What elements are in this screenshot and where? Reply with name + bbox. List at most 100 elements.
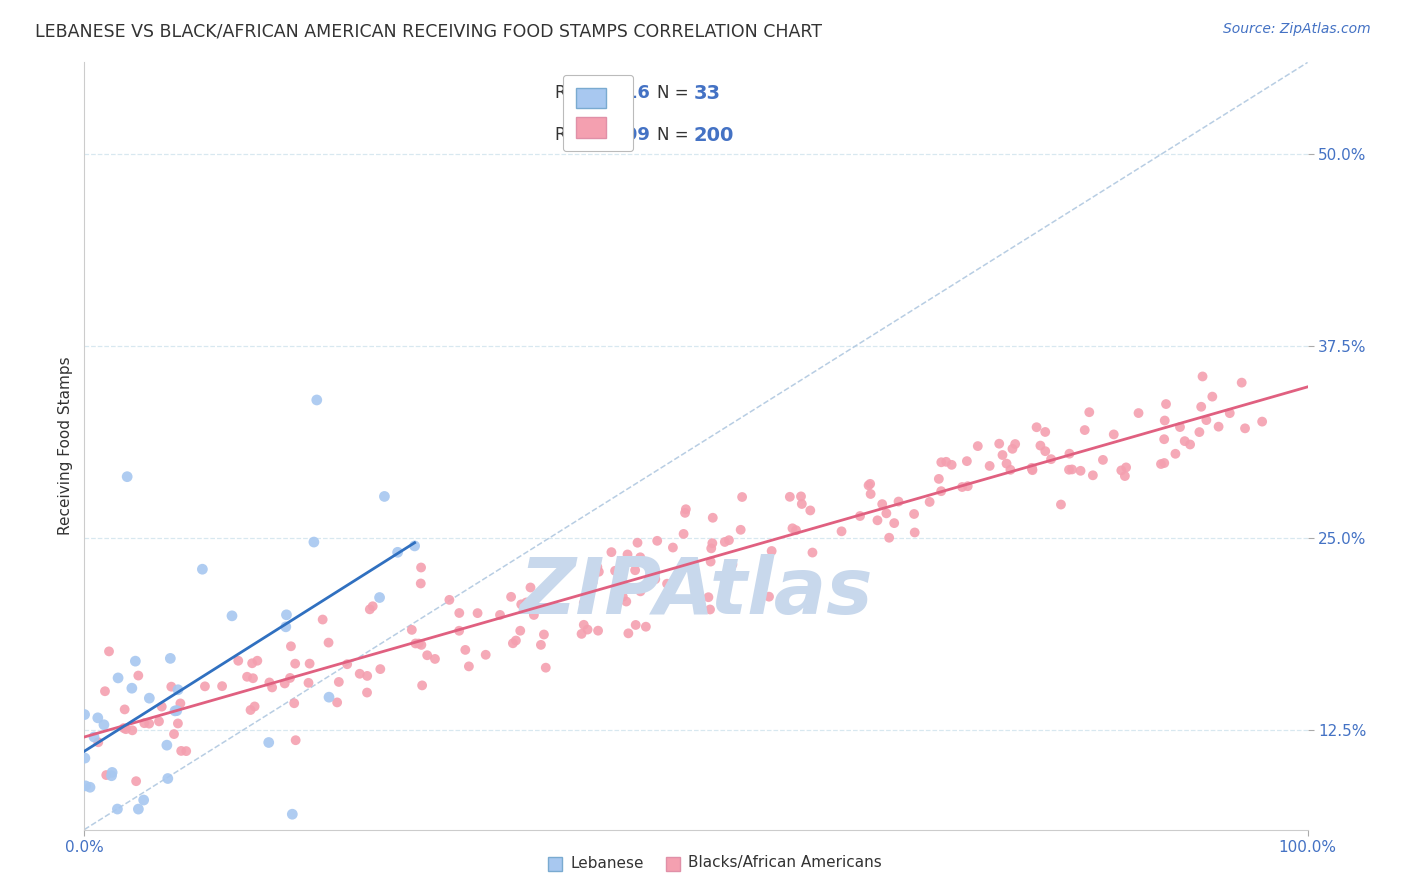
Point bbox=[624, 563, 647, 577]
Point bbox=[572, 596, 595, 610]
Point bbox=[449, 624, 471, 638]
Point bbox=[1154, 397, 1177, 411]
Point bbox=[675, 502, 697, 516]
Point bbox=[616, 548, 638, 562]
Point bbox=[858, 478, 880, 492]
Point bbox=[941, 458, 963, 472]
Point bbox=[1189, 400, 1212, 414]
Point bbox=[101, 765, 124, 780]
Point bbox=[790, 497, 813, 511]
Point bbox=[1230, 376, 1253, 390]
Point bbox=[1219, 406, 1241, 420]
Point bbox=[883, 516, 905, 530]
Point bbox=[1004, 437, 1026, 451]
Point bbox=[305, 392, 328, 407]
Point bbox=[1021, 461, 1043, 475]
Point bbox=[501, 590, 523, 604]
Point bbox=[409, 576, 432, 591]
Point bbox=[626, 535, 648, 549]
Point bbox=[278, 671, 301, 685]
Point bbox=[114, 722, 136, 736]
Point bbox=[1025, 420, 1047, 434]
Point bbox=[502, 636, 524, 650]
Point bbox=[236, 670, 259, 684]
Point bbox=[523, 607, 546, 622]
Point bbox=[714, 535, 737, 549]
Point bbox=[1060, 462, 1083, 476]
Point bbox=[107, 671, 129, 685]
Point bbox=[242, 671, 264, 685]
FancyBboxPatch shape bbox=[666, 857, 681, 871]
Point bbox=[454, 643, 477, 657]
Point bbox=[150, 699, 173, 714]
Point bbox=[956, 479, 979, 493]
Point bbox=[576, 623, 599, 637]
Point bbox=[240, 657, 263, 671]
Point bbox=[1021, 463, 1043, 477]
Point bbox=[645, 533, 668, 548]
Y-axis label: Receiving Food Stamps: Receiving Food Stamps bbox=[58, 357, 73, 535]
Point bbox=[866, 513, 889, 527]
Point bbox=[612, 590, 634, 604]
Point bbox=[115, 469, 138, 483]
Point bbox=[160, 680, 183, 694]
Point bbox=[127, 668, 149, 682]
Text: 0.516: 0.516 bbox=[593, 84, 650, 102]
Point bbox=[630, 584, 652, 599]
Point bbox=[1074, 423, 1097, 437]
Point bbox=[79, 780, 101, 795]
Point bbox=[489, 607, 512, 622]
Point bbox=[731, 490, 754, 504]
Point bbox=[408, 636, 430, 650]
Point bbox=[302, 535, 325, 549]
Point bbox=[614, 594, 637, 608]
Point bbox=[1164, 447, 1187, 461]
Point bbox=[918, 495, 941, 509]
Point bbox=[979, 458, 1001, 473]
Point bbox=[112, 721, 135, 735]
Point bbox=[191, 562, 214, 576]
Point bbox=[717, 533, 740, 548]
Point bbox=[336, 657, 359, 672]
Point bbox=[640, 566, 662, 581]
Point bbox=[588, 565, 610, 579]
Point bbox=[534, 661, 557, 675]
Point bbox=[73, 751, 96, 765]
Point bbox=[530, 638, 553, 652]
Point bbox=[1178, 437, 1201, 451]
Point bbox=[284, 733, 307, 747]
Point bbox=[107, 802, 129, 816]
Point bbox=[457, 659, 479, 673]
Point bbox=[132, 793, 155, 807]
Point bbox=[956, 454, 979, 468]
Point bbox=[929, 484, 952, 499]
Point bbox=[274, 676, 297, 690]
Point bbox=[281, 807, 304, 822]
Point bbox=[1168, 420, 1191, 434]
Text: Lebanese: Lebanese bbox=[569, 855, 644, 871]
Point bbox=[887, 494, 910, 508]
Point bbox=[87, 735, 110, 749]
Point bbox=[520, 598, 543, 612]
Point bbox=[730, 523, 752, 537]
Text: LEBANESE VS BLACK/AFRICAN AMERICAN RECEIVING FOOD STAMPS CORRELATION CHART: LEBANESE VS BLACK/AFRICAN AMERICAN RECEI… bbox=[35, 22, 823, 40]
Point bbox=[1050, 498, 1073, 512]
Point bbox=[603, 564, 626, 578]
Point bbox=[170, 744, 193, 758]
Point bbox=[1251, 415, 1274, 429]
Point bbox=[790, 489, 813, 503]
Legend: , : , bbox=[564, 75, 633, 151]
Point bbox=[1191, 369, 1213, 384]
Point bbox=[859, 476, 882, 491]
Point bbox=[87, 711, 110, 725]
Point bbox=[1081, 468, 1104, 483]
Point bbox=[655, 576, 678, 591]
Point bbox=[404, 539, 426, 553]
Point bbox=[662, 541, 685, 555]
Point bbox=[991, 448, 1014, 462]
Text: Blacks/African Americans: Blacks/African Americans bbox=[688, 855, 882, 871]
Point bbox=[280, 640, 302, 654]
Text: ZIPAtlas: ZIPAtlas bbox=[519, 554, 873, 630]
Point bbox=[411, 638, 433, 652]
Point bbox=[600, 545, 623, 559]
